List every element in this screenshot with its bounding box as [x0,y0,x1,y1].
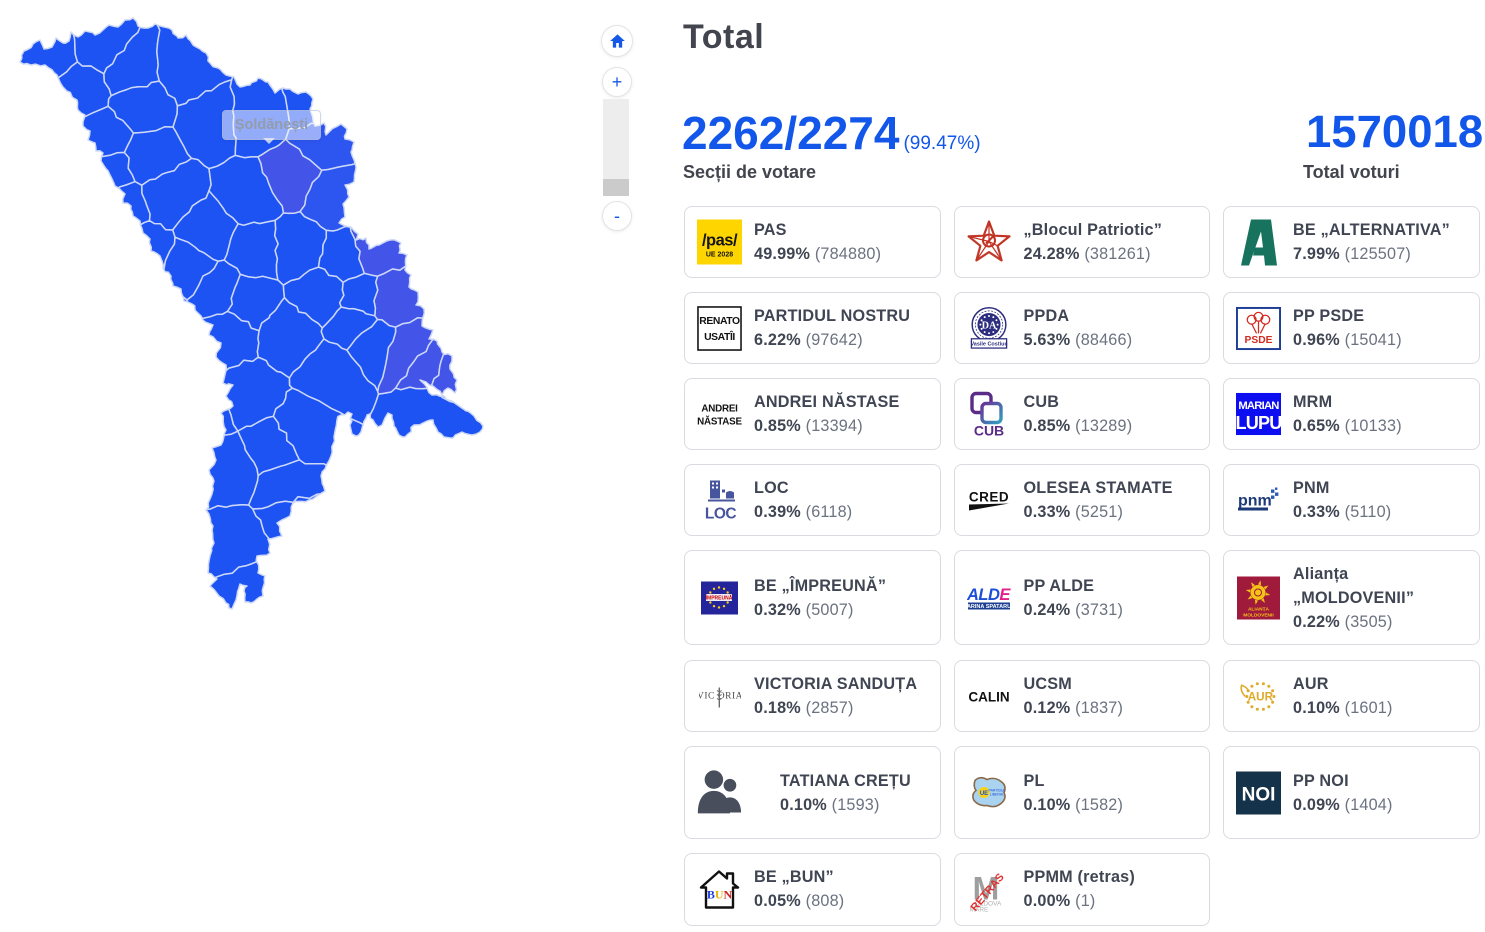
svg-text:/pas/: /pas/ [702,232,738,250]
svg-text:OLDOVA: OLDOVA [975,900,1002,907]
svg-text:CRED: CRED [969,489,1009,504]
svg-text:VIC ORIA: VIC ORIA [699,691,741,701]
svg-text:ALDE: ALDE [967,586,1011,604]
svg-text:LOC: LOC [704,505,736,521]
svg-text:PSDE: PSDE [1245,335,1273,346]
svg-text:UE: UE [980,791,988,797]
svg-text:NĂSTASE: NĂSTASE [697,416,742,427]
svg-text:RENATO: RENATO [699,316,740,327]
svg-text:MARE: MARE [970,906,989,911]
svg-text:ANDREI: ANDREI [701,403,738,414]
svg-text:LUPU: LUPU [1236,413,1281,433]
svg-text:USATÎI: USATÎI [704,329,735,342]
svg-text:AUR: AUR [1248,690,1274,703]
svg-text:Vasile Costiuc: Vasile Costiuc [970,341,1007,347]
svg-text:MARIAN: MARIAN [1238,400,1279,412]
svg-text:BUN: BUN [707,888,733,902]
svg-text:UE 2028: UE 2028 [706,252,733,259]
svg-text:ÎMPREUNĂ: ÎMPREUNĂ [705,593,733,601]
svg-text:NOI: NOI [1242,784,1276,805]
svg-text:PARTIDUL: PARTIDUL [989,789,1006,793]
svg-text:ARINA SPATARU: ARINA SPATARU [967,604,1011,610]
svg-text:MOLDOVENII: MOLDOVENII [1243,612,1274,618]
svg-text:DA: DA [981,320,996,331]
svg-text:CUB: CUB [974,422,1004,437]
svg-text:M: M [973,870,1000,906]
svg-text:CALIN: CALIN [968,689,1009,704]
svg-text:LIBERAL: LIBERAL [990,793,1004,797]
svg-text:ALIANȚA: ALIANȚA [1248,606,1270,612]
svg-text:pnm: pnm [1238,492,1272,509]
